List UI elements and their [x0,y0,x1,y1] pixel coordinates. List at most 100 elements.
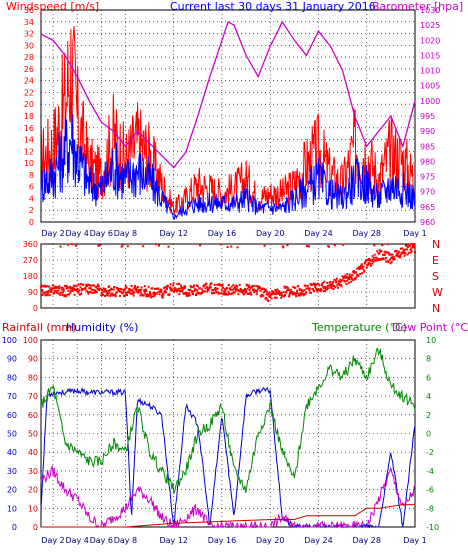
direction-point [406,253,409,256]
direction-point [409,251,412,254]
direction-point [185,291,188,294]
chart-title: Current last 30 days 31 January 2016 [170,0,376,13]
direction-point [61,294,64,297]
direction-point [148,291,151,294]
direction-point [263,244,266,247]
direction-point [390,261,393,264]
direction-point [295,295,298,298]
direction-series [40,243,416,302]
wind-x-tick-label: Day 8 [114,229,137,238]
direction-point [177,288,180,291]
temperature-x-tick-label: Day 1 [403,536,426,545]
direction-point [409,248,412,251]
direction-point [377,259,380,262]
direction-point [410,247,413,250]
direction-point [371,262,374,265]
direction-point [47,290,50,293]
direction-point [336,284,339,287]
direction-point [116,287,119,290]
direction-point [222,293,225,296]
direction-point [278,291,281,294]
direction-point [124,287,127,290]
direction-point [162,296,165,299]
direction-point [155,292,158,295]
direction-point [404,251,407,254]
direction-point [226,286,229,289]
direction-point [384,253,387,256]
direction-point [137,291,140,294]
direction-point [352,270,355,273]
direction-point [160,290,163,293]
direction-point [335,280,338,283]
direction-point [391,257,394,260]
series-dew-point-line [40,464,416,529]
direction-point [85,283,88,286]
direction-point [270,297,273,300]
direction-point [189,289,192,292]
wind-x-tick-label: Day 1 [403,229,426,238]
direction-point [249,291,252,294]
windspeed-tick-label: 20 [24,100,34,109]
direction-point [64,284,67,287]
direction-point [46,285,49,288]
direction-point [209,286,212,289]
direction-point [216,283,219,286]
windspeed-tick-label: 28 [24,53,34,62]
direction-degree-label: 90 [28,288,38,297]
direction-point [255,284,258,287]
direction-point [158,293,161,296]
direction-point [229,288,232,291]
direction-point [346,275,349,278]
direction-point [197,291,200,294]
humidity-tick-label: 80 [28,373,38,382]
direction-point [115,291,118,294]
direction-point [298,287,301,290]
direction-point [382,253,385,256]
direction-point [64,295,67,298]
direction-point [213,292,216,295]
direction-point [135,288,138,291]
temperature-series [40,347,416,529]
direction-point [270,293,273,296]
direction-point [119,290,122,293]
direction-point [198,287,201,290]
direction-degree-label: 0 [33,304,38,313]
direction-point [41,289,44,292]
direction-point [406,246,409,249]
direction-point [79,283,82,286]
direction-point [71,243,74,246]
direction-point [247,292,250,295]
direction-point [353,271,356,274]
direction-point [275,296,278,299]
direction-point [365,259,368,262]
direction-point [214,288,217,291]
direction-point [287,289,290,292]
direction-point [131,288,134,291]
direction-point [93,291,96,294]
direction-point [149,294,152,297]
direction-point [123,289,126,292]
direction-point [269,294,272,297]
wind-x-tick-label: Day 20 [256,229,285,238]
temperature-tick-label: 6 [426,373,431,382]
direction-point [361,272,364,275]
direction-point [173,287,176,290]
direction-point [219,243,222,246]
direction-point [80,292,83,295]
direction-point [114,295,117,298]
barometer-axis-label: Barometer [hpa] [372,0,463,13]
windspeed-tick-label: 24 [24,77,34,86]
direction-point [69,287,72,290]
direction-compass-label: S [432,270,439,283]
direction-point [131,292,134,295]
direction-point [42,291,45,294]
direction-point [413,243,416,245]
direction-point [210,282,213,285]
barometer-tick-label: 970 [420,188,435,197]
direction-point [129,289,132,292]
direction-point [358,267,361,270]
direction-degree-label: 360 [23,240,38,249]
direction-point [389,253,392,256]
